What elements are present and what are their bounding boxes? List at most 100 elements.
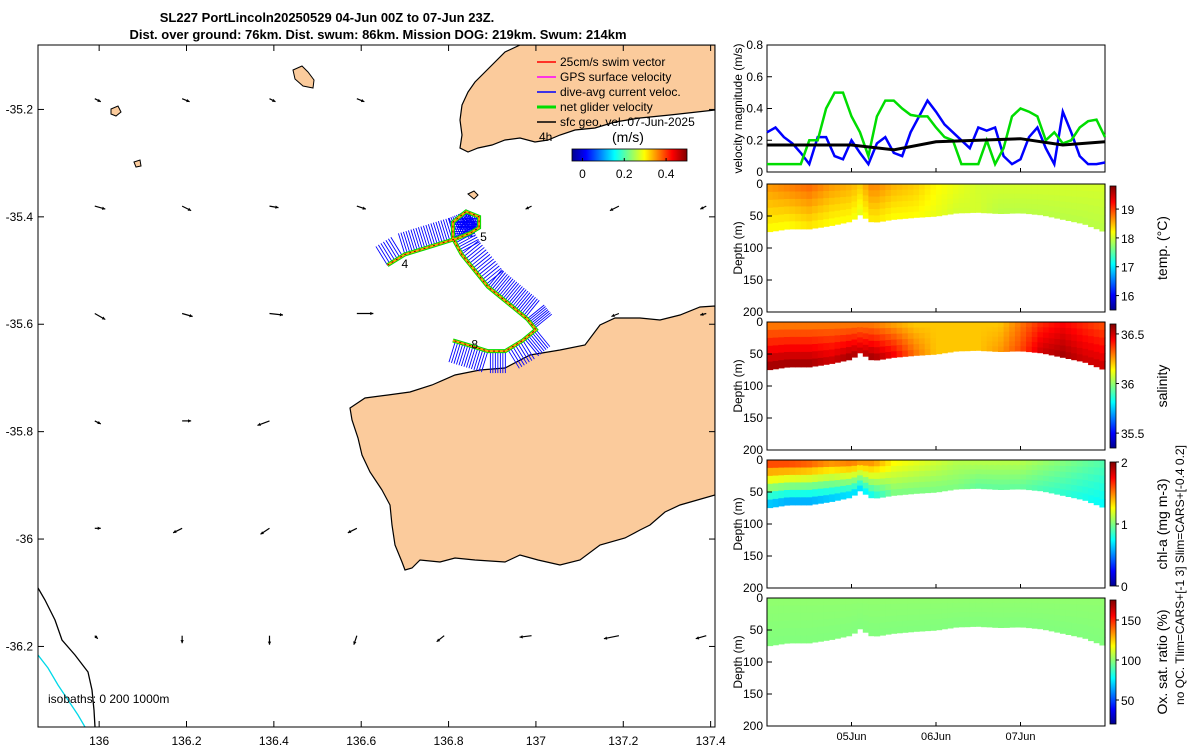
surface-sample: [896, 184, 902, 190]
section-cell: [783, 191, 791, 200]
section-cell: [1037, 470, 1044, 476]
section-cell: [1065, 328, 1072, 335]
section-cell: [767, 605, 774, 615]
section-cell: [947, 479, 954, 486]
section-cell: [1088, 495, 1095, 504]
section-cell: [992, 484, 999, 490]
section-cell: [783, 613, 791, 622]
current-vector: [495, 275, 510, 294]
section-cell: [812, 474, 819, 483]
section-cell: [834, 335, 841, 343]
section-cell: [947, 194, 954, 200]
section-cell: [862, 477, 869, 484]
section-cell: [778, 628, 785, 637]
surface-sample: [1099, 460, 1105, 466]
current-vector: [465, 244, 483, 260]
section-cell: [772, 491, 779, 500]
section-cell: [1037, 475, 1044, 481]
section-cell: [998, 474, 1005, 481]
section-cell: [1065, 622, 1072, 629]
section-cell: [919, 609, 926, 616]
surface-sample: [885, 184, 891, 190]
current-vector: [468, 249, 487, 264]
section-cell: [1009, 469, 1016, 476]
surface-sample: [1020, 322, 1026, 328]
surface-sample: [925, 322, 931, 328]
surface-sample: [1049, 184, 1054, 190]
colorbar-tick-label: 2: [1121, 456, 1128, 470]
surface-sample: [1003, 184, 1009, 190]
land-island-3: [467, 190, 479, 200]
section-cell: [840, 209, 847, 217]
section-cell: [840, 354, 847, 362]
section-cell: [1088, 212, 1095, 220]
section-cell: [1026, 602, 1033, 609]
current-vector: [474, 256, 493, 271]
section-cell: [829, 625, 836, 633]
section-cell: [896, 333, 903, 340]
geo-vector-head: [173, 529, 177, 533]
surface-sample: [795, 184, 801, 190]
section-cell: [857, 618, 864, 625]
current-vector: [533, 330, 549, 349]
section-ylabel: Depth (m): [731, 221, 745, 274]
section-cell: [862, 206, 869, 214]
section-cell: [789, 198, 796, 207]
section-cell: [890, 327, 898, 335]
section-cell: [1037, 347, 1044, 354]
section-cell: [902, 333, 909, 340]
surface-sample: [942, 460, 947, 466]
section-cell: [1026, 464, 1033, 471]
surface-sample: [1077, 598, 1083, 604]
surface-sample: [834, 322, 840, 328]
section-cell: [1093, 329, 1100, 338]
section-cell: [1082, 618, 1089, 626]
surface-sample: [784, 184, 790, 190]
section-cell: [767, 345, 774, 355]
current-vector: [519, 295, 534, 314]
surface-sample: [891, 460, 897, 466]
section-cell: [1099, 637, 1106, 646]
section-cell: [986, 203, 993, 209]
current-vector: [380, 243, 393, 263]
section-cell: [986, 198, 993, 204]
section-cell: [919, 465, 926, 472]
section-cell: [772, 498, 779, 508]
current-vector: [427, 224, 436, 246]
section-cell: [936, 348, 943, 355]
surface-sample: [767, 184, 773, 190]
geo-vector-head: [279, 312, 283, 317]
section-cell: [845, 629, 853, 637]
surface-sample: [1009, 322, 1015, 328]
section-ytick-label: 0: [756, 453, 763, 467]
section-cell: [1048, 614, 1055, 621]
surface-sample: [1003, 460, 1009, 466]
section-cell: [772, 207, 779, 216]
section-cell: [992, 602, 999, 609]
section-cell: [800, 605, 807, 614]
section-cell: [851, 189, 858, 197]
section-cell: [845, 334, 853, 342]
section-cell: [817, 205, 824, 214]
section-cell: [1009, 622, 1016, 628]
section-cell: [907, 476, 914, 483]
section-cell: [874, 491, 881, 499]
surface-sample: [930, 460, 936, 466]
current-vector: [375, 246, 388, 266]
section-cell: [924, 211, 931, 218]
surface-sample: [936, 598, 942, 604]
section-cell: [868, 610, 875, 618]
section-cell: [767, 629, 774, 639]
section-cell: [952, 341, 960, 347]
section-cell: [924, 608, 931, 615]
section-cell: [1037, 194, 1044, 200]
section-cell: [1037, 199, 1044, 205]
section-cell: [862, 201, 869, 208]
section-cell: [986, 326, 993, 333]
section-cell: [885, 490, 892, 497]
surface-sample: [891, 184, 897, 190]
section-cell: [952, 331, 960, 338]
section-cell: [981, 474, 988, 480]
section-cell: [851, 345, 858, 352]
section-cell: [1054, 212, 1061, 219]
